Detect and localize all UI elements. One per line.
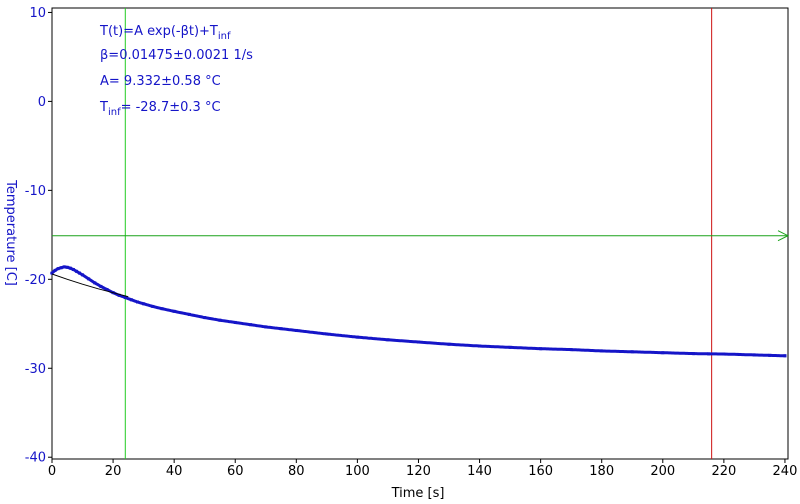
data-point — [77, 271, 81, 275]
data-point — [68, 266, 72, 270]
data-point — [56, 267, 60, 271]
data-point — [105, 288, 109, 292]
data-point — [136, 300, 140, 304]
data-point — [279, 327, 283, 331]
cursor-lines — [52, 8, 790, 459]
data-point — [508, 345, 512, 349]
data-point — [325, 332, 329, 336]
x-axis-title: Time [s] — [391, 486, 445, 501]
data-point — [87, 277, 91, 281]
y-tick-label: 10 — [29, 6, 46, 21]
data-point — [264, 325, 268, 329]
data-point — [129, 298, 133, 302]
x-tick-label: 20 — [105, 464, 122, 479]
x-tick-label: 40 — [166, 464, 183, 479]
data-point — [737, 352, 741, 356]
x-axis-ticks: 0 20 40 60 80 100 120 140 160 180 200 220 240 — [48, 459, 798, 479]
data-point — [203, 316, 207, 320]
cursor-arrow-icon — [777, 230, 790, 242]
data-point — [569, 348, 573, 352]
data-series — [49, 265, 787, 358]
y-tick-label: -10 — [25, 184, 46, 199]
data-point — [59, 266, 63, 270]
y-tick-label: -20 — [25, 273, 46, 288]
y-axis-ticks: 10 0 -10 -20 -30 -40 — [25, 6, 52, 466]
data-point — [53, 268, 57, 272]
data-point — [447, 342, 451, 346]
data-point — [187, 312, 191, 316]
x-tick-label: 240 — [773, 464, 798, 479]
data-point — [478, 344, 482, 348]
data-point — [65, 265, 69, 269]
data-point — [783, 354, 787, 358]
y-tick-label: -40 — [25, 451, 46, 466]
data-point — [294, 328, 298, 332]
x-tick-label: 60 — [227, 464, 244, 479]
x-tick-label: 180 — [589, 464, 614, 479]
data-point — [71, 268, 75, 272]
x-tick-label: 200 — [650, 464, 675, 479]
data-point — [600, 349, 604, 353]
data-point — [62, 265, 66, 269]
x-tick-label: 220 — [711, 464, 736, 479]
data-point — [661, 351, 665, 355]
x-tick-label: 120 — [406, 464, 431, 479]
data-point — [151, 304, 155, 308]
x-tick-label: 0 — [48, 464, 56, 479]
plot-frame — [51, 7, 789, 460]
data-point — [74, 269, 78, 273]
data-point — [355, 335, 359, 339]
data-point — [249, 323, 253, 327]
fit-tinf: Tinf= -28.7±0.3 °C — [99, 100, 221, 118]
data-point — [722, 352, 726, 356]
fit-annotation: T(t)=A exp(-βt)+Tinf β=0.01475±0.0021 1/… — [99, 24, 253, 118]
y-tick-label: 0 — [38, 95, 46, 110]
fit-equation: T(t)=A exp(-βt)+Tinf — [99, 24, 231, 42]
data-point — [691, 352, 695, 356]
data-point — [93, 281, 97, 285]
x-tick-label: 140 — [467, 464, 492, 479]
data-point — [233, 320, 237, 324]
data-point — [99, 284, 103, 288]
data-point — [142, 302, 146, 306]
data-point — [50, 271, 54, 275]
data-point — [630, 350, 634, 354]
data-point — [160, 307, 164, 311]
y-tick-label: -30 — [25, 362, 46, 377]
fit-beta: β=0.01475±0.0021 1/s — [100, 48, 253, 63]
x-tick-label: 160 — [528, 464, 553, 479]
data-point — [416, 340, 420, 344]
x-tick-label: 80 — [288, 464, 305, 479]
data-point — [707, 352, 711, 356]
data-point — [386, 338, 390, 342]
data-point — [752, 353, 756, 357]
data-point — [81, 273, 85, 277]
data-point — [539, 347, 543, 351]
data-point — [117, 293, 121, 297]
fit-curve-series — [51, 273, 129, 298]
data-point — [123, 296, 127, 300]
plot-border — [51, 7, 789, 460]
y-axis-title: Temperature [C] — [3, 179, 18, 286]
data-point — [172, 309, 176, 313]
data-point — [218, 318, 222, 322]
x-tick-label: 100 — [345, 464, 370, 479]
data-point — [768, 353, 772, 357]
fit-amplitude: A= 9.332±0.58 °C — [100, 74, 221, 89]
